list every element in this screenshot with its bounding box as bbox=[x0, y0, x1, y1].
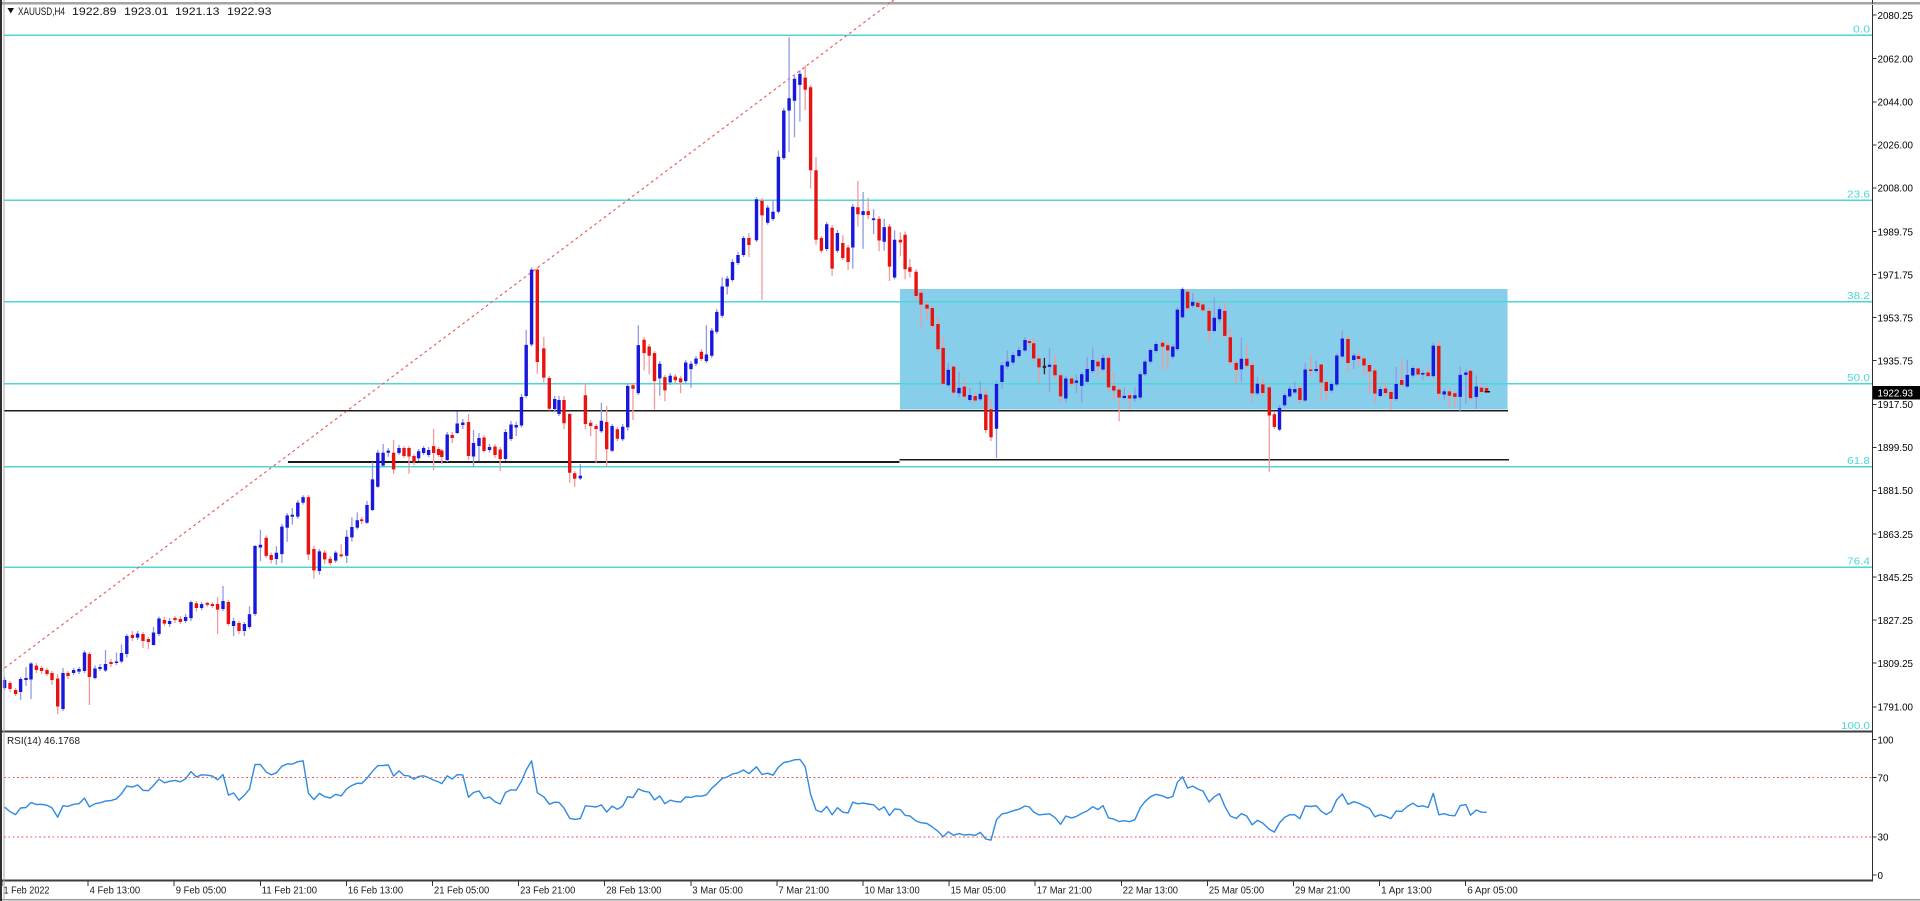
svg-text:1 Feb 2022: 1 Feb 2022 bbox=[4, 886, 50, 897]
svg-text:15 Mar 05:00: 15 Mar 05:00 bbox=[951, 886, 1007, 897]
svg-text:16 Feb 13:00: 16 Feb 13:00 bbox=[348, 886, 404, 897]
svg-text:1935.75: 1935.75 bbox=[1878, 356, 1914, 368]
svg-text:XAUUSD,H4: XAUUSD,H4 bbox=[18, 6, 65, 18]
svg-text:2044.00: 2044.00 bbox=[1878, 97, 1914, 109]
svg-text:RSI(14) 46.1768: RSI(14) 46.1768 bbox=[7, 735, 80, 747]
svg-text:1971.75: 1971.75 bbox=[1878, 269, 1914, 281]
svg-text:29 Mar 21:00: 29 Mar 21:00 bbox=[1295, 886, 1351, 897]
svg-text:1899.50: 1899.50 bbox=[1878, 442, 1914, 454]
svg-text:9 Feb 05:00: 9 Feb 05:00 bbox=[176, 886, 227, 897]
svg-text:1809.25: 1809.25 bbox=[1878, 658, 1914, 670]
svg-text:1922.89: 1922.89 bbox=[72, 6, 117, 18]
svg-text:0: 0 bbox=[1878, 870, 1884, 882]
svg-text:28 Feb 13:00: 28 Feb 13:00 bbox=[606, 886, 662, 897]
svg-text:1922.93: 1922.93 bbox=[227, 6, 272, 18]
svg-text:2062.00: 2062.00 bbox=[1878, 54, 1914, 66]
svg-text:50.0: 50.0 bbox=[1847, 372, 1870, 384]
svg-text:70: 70 bbox=[1878, 772, 1889, 784]
svg-text:1827.25: 1827.25 bbox=[1878, 615, 1914, 627]
svg-text:1 Apr 13:00: 1 Apr 13:00 bbox=[1381, 886, 1432, 897]
svg-text:23 Feb 21:00: 23 Feb 21:00 bbox=[520, 886, 576, 897]
svg-text:10 Mar 13:00: 10 Mar 13:00 bbox=[865, 886, 921, 897]
svg-text:1989.75: 1989.75 bbox=[1878, 226, 1914, 238]
svg-text:1922.93: 1922.93 bbox=[1878, 387, 1914, 399]
svg-text:76.4: 76.4 bbox=[1847, 556, 1870, 568]
svg-text:25 Mar 05:00: 25 Mar 05:00 bbox=[1209, 886, 1265, 897]
svg-text:0.0: 0.0 bbox=[1853, 24, 1870, 36]
svg-text:2080.25: 2080.25 bbox=[1878, 10, 1914, 22]
svg-text:1863.25: 1863.25 bbox=[1878, 529, 1914, 541]
svg-text:100: 100 bbox=[1878, 734, 1894, 746]
svg-text:1953.75: 1953.75 bbox=[1878, 312, 1914, 324]
svg-text:1923.01: 1923.01 bbox=[124, 6, 169, 18]
svg-text:100.0: 100.0 bbox=[1841, 720, 1870, 732]
svg-text:17 Mar 21:00: 17 Mar 21:00 bbox=[1037, 886, 1093, 897]
svg-text:30: 30 bbox=[1878, 832, 1889, 844]
svg-text:3 Mar 05:00: 3 Mar 05:00 bbox=[692, 886, 743, 897]
svg-text:22 Mar 13:00: 22 Mar 13:00 bbox=[1123, 886, 1179, 897]
svg-text:1917.50: 1917.50 bbox=[1878, 399, 1914, 411]
svg-text:1845.25: 1845.25 bbox=[1878, 572, 1914, 584]
svg-text:11 Feb 21:00: 11 Feb 21:00 bbox=[262, 886, 318, 897]
svg-text:23.6: 23.6 bbox=[1847, 189, 1870, 201]
svg-text:21 Feb 05:00: 21 Feb 05:00 bbox=[434, 886, 490, 897]
svg-text:38.2: 38.2 bbox=[1847, 290, 1870, 302]
svg-text:1921.13: 1921.13 bbox=[175, 6, 220, 18]
svg-text:4 Feb 13:00: 4 Feb 13:00 bbox=[90, 886, 141, 897]
svg-text:1881.50: 1881.50 bbox=[1878, 485, 1914, 497]
svg-text:1791.00: 1791.00 bbox=[1878, 702, 1914, 714]
svg-text:61.8: 61.8 bbox=[1847, 455, 1870, 467]
svg-text:6 Apr 05:00: 6 Apr 05:00 bbox=[1467, 886, 1518, 897]
svg-text:2026.00: 2026.00 bbox=[1878, 140, 1914, 152]
svg-text:7 Mar 21:00: 7 Mar 21:00 bbox=[778, 886, 829, 897]
svg-text:2008.00: 2008.00 bbox=[1878, 183, 1914, 195]
